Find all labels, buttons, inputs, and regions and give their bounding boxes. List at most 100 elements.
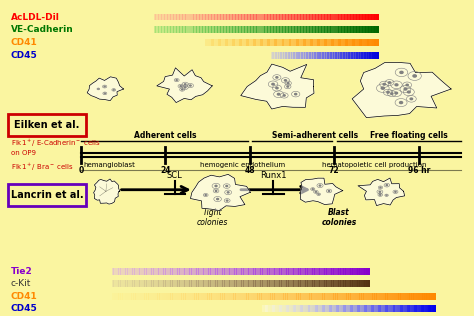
Bar	[431, 293, 433, 300]
Bar	[155, 26, 157, 33]
Bar	[339, 39, 341, 46]
Bar	[299, 39, 300, 46]
Bar	[274, 306, 276, 313]
Bar	[211, 293, 214, 300]
Bar	[344, 268, 346, 275]
Circle shape	[226, 185, 228, 187]
Bar	[246, 293, 249, 300]
Bar	[278, 280, 280, 287]
Bar	[307, 306, 309, 313]
Bar	[236, 280, 238, 287]
Bar	[301, 26, 302, 33]
Bar	[430, 306, 432, 313]
Bar	[208, 14, 210, 21]
Bar	[297, 268, 299, 275]
Bar	[201, 26, 202, 33]
Bar	[131, 293, 134, 300]
Polygon shape	[358, 178, 405, 206]
Text: VE-Cadherin: VE-Cadherin	[11, 25, 73, 34]
Bar	[168, 293, 171, 300]
Bar	[179, 280, 181, 287]
Bar	[317, 52, 318, 59]
Bar	[343, 52, 344, 59]
Bar	[245, 14, 246, 21]
Bar	[216, 26, 218, 33]
Bar	[329, 52, 330, 59]
Bar	[314, 306, 316, 313]
Text: Runx1: Runx1	[260, 171, 287, 180]
Bar	[171, 280, 173, 287]
Bar	[210, 39, 211, 46]
Bar	[176, 26, 178, 33]
Bar	[325, 52, 326, 59]
Bar	[393, 306, 395, 313]
Bar	[283, 14, 286, 21]
Bar	[294, 26, 296, 33]
Bar	[283, 280, 285, 287]
Bar	[355, 306, 356, 313]
Bar	[302, 280, 304, 287]
Circle shape	[228, 192, 229, 193]
Bar	[321, 52, 322, 59]
Bar	[284, 306, 285, 313]
Text: 24: 24	[160, 166, 171, 175]
Bar	[399, 306, 401, 313]
Bar	[358, 52, 359, 59]
Bar	[240, 14, 242, 21]
Bar	[214, 26, 216, 33]
Bar	[344, 14, 346, 21]
Bar	[310, 280, 313, 287]
Bar	[370, 306, 372, 313]
Bar	[215, 268, 218, 275]
Bar	[312, 52, 313, 59]
Bar	[198, 280, 201, 287]
Bar	[270, 14, 272, 21]
Bar	[212, 280, 214, 287]
Text: hematopoietic cell production: hematopoietic cell production	[322, 162, 427, 168]
Bar	[313, 52, 314, 59]
Bar	[243, 280, 246, 287]
Bar	[234, 26, 236, 33]
Bar	[175, 268, 178, 275]
Bar	[145, 280, 146, 287]
Bar	[342, 39, 343, 46]
Bar	[321, 14, 323, 21]
Bar	[267, 268, 270, 275]
Bar	[118, 293, 121, 300]
Bar	[243, 39, 244, 46]
Bar	[165, 280, 167, 287]
Bar	[164, 26, 166, 33]
Bar	[181, 268, 183, 275]
Bar	[426, 306, 428, 313]
Bar	[303, 52, 305, 59]
Bar	[295, 306, 297, 313]
Bar	[310, 39, 312, 46]
Bar	[240, 39, 242, 46]
Bar	[249, 26, 251, 33]
Bar	[113, 280, 116, 287]
Bar	[266, 293, 268, 300]
Bar	[264, 293, 266, 300]
Bar	[320, 39, 322, 46]
Bar	[148, 268, 150, 275]
Bar	[220, 14, 222, 21]
Bar	[288, 26, 290, 33]
Bar	[374, 306, 376, 313]
Bar	[332, 39, 334, 46]
Bar	[331, 306, 333, 313]
Bar	[111, 293, 114, 300]
Bar	[200, 280, 202, 287]
Bar	[322, 39, 323, 46]
Bar	[318, 268, 320, 275]
Bar	[283, 26, 286, 33]
Bar	[283, 52, 284, 59]
Bar	[308, 26, 310, 33]
Bar	[347, 268, 349, 275]
Bar	[207, 39, 208, 46]
Bar	[310, 14, 311, 21]
Circle shape	[272, 83, 274, 85]
Bar	[338, 280, 340, 287]
Bar	[320, 306, 321, 313]
Bar	[272, 14, 273, 21]
Bar	[285, 306, 286, 313]
